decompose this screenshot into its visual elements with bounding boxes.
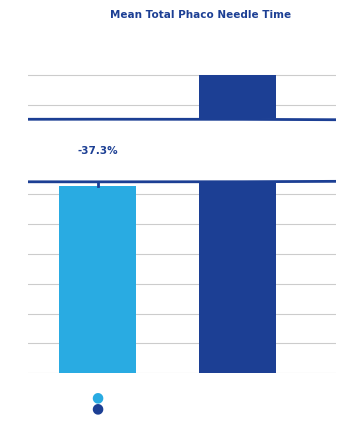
Text: Mean Total Phaco Needle Time: Mean Total Phaco Needle Time <box>110 10 291 20</box>
Bar <box>199 75 276 373</box>
Circle shape <box>0 119 346 182</box>
Text: -37.3%: -37.3% <box>78 145 118 155</box>
Bar <box>59 186 136 373</box>
Text: ●: ● <box>91 401 103 415</box>
Text: ●: ● <box>91 390 103 404</box>
